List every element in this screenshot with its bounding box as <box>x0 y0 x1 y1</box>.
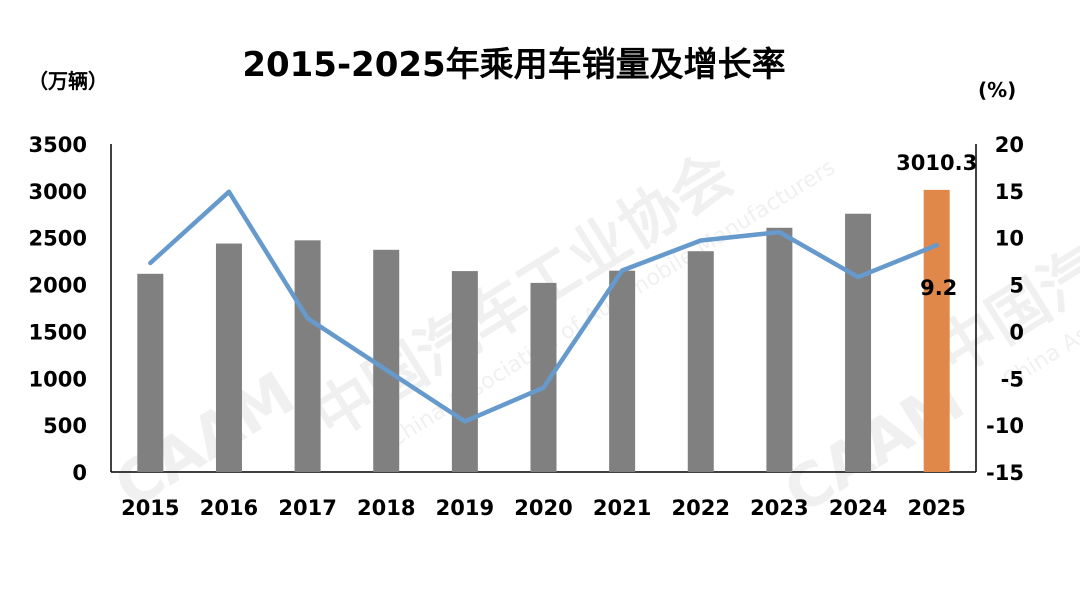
chart-title: 2015-2025年乘用车销量及增长率 <box>242 45 785 85</box>
x-tick-label: 2017 <box>278 496 336 520</box>
bar-2021 <box>609 271 635 472</box>
x-axis: 2015 2016 2017 2018 2019 2020 2021 2022 2023 2024… <box>121 496 966 520</box>
bar-data-label: 3010.3 <box>896 151 977 175</box>
right-tick-label: -10 <box>986 414 1024 438</box>
left-tick-label: 3000 <box>29 180 87 204</box>
bar-2025 <box>924 190 950 472</box>
right-tick-label: 10 <box>995 227 1024 251</box>
x-tick-label: 2019 <box>436 496 494 520</box>
bar-2023 <box>766 228 792 472</box>
bar-2024 <box>845 214 871 472</box>
right-tick-label: 15 <box>995 180 1024 204</box>
x-tick-label: 2023 <box>750 496 808 520</box>
bar-2019 <box>452 271 478 472</box>
bar-2018 <box>373 250 399 472</box>
left-tick-label: 2500 <box>29 227 87 251</box>
x-tick-label: 2024 <box>829 496 887 520</box>
right-tick-label: 5 <box>1009 274 1024 298</box>
left-tick-label: 2000 <box>29 274 87 298</box>
right-axis-unit: (%) <box>978 78 1016 102</box>
right-tick-label: 0 <box>1009 320 1024 344</box>
left-tick-label: 1000 <box>29 367 87 391</box>
left-tick-label: 3500 <box>29 133 87 157</box>
right-tick-label: -5 <box>1001 367 1024 391</box>
left-axis-unit: （万辆） <box>28 69 108 93</box>
x-tick-label: 2025 <box>907 496 965 520</box>
right-tick-label: -15 <box>986 461 1024 485</box>
x-tick-label: 2022 <box>672 496 730 520</box>
x-tick-label: 2020 <box>514 496 572 520</box>
x-tick-label: 2015 <box>121 496 179 520</box>
x-tick-label: 2021 <box>593 496 651 520</box>
left-tick-label: 500 <box>43 414 87 438</box>
x-tick-label: 2018 <box>357 496 415 520</box>
bar-2015 <box>137 274 163 472</box>
bar-2022 <box>688 251 714 472</box>
bar-2017 <box>295 240 321 472</box>
right-tick-label: 20 <box>995 133 1024 157</box>
left-axis: 0 500 1000 1500 2000 2500 3000 3500 <box>29 133 87 485</box>
watermark-cn: 中国汽车工业协会 <box>301 139 745 453</box>
x-tick-label: 2016 <box>200 496 258 520</box>
bar-2016 <box>216 244 242 472</box>
left-tick-label: 1500 <box>29 320 87 344</box>
left-tick-label: 0 <box>72 461 87 485</box>
line-data-label: 9.2 <box>920 276 957 300</box>
